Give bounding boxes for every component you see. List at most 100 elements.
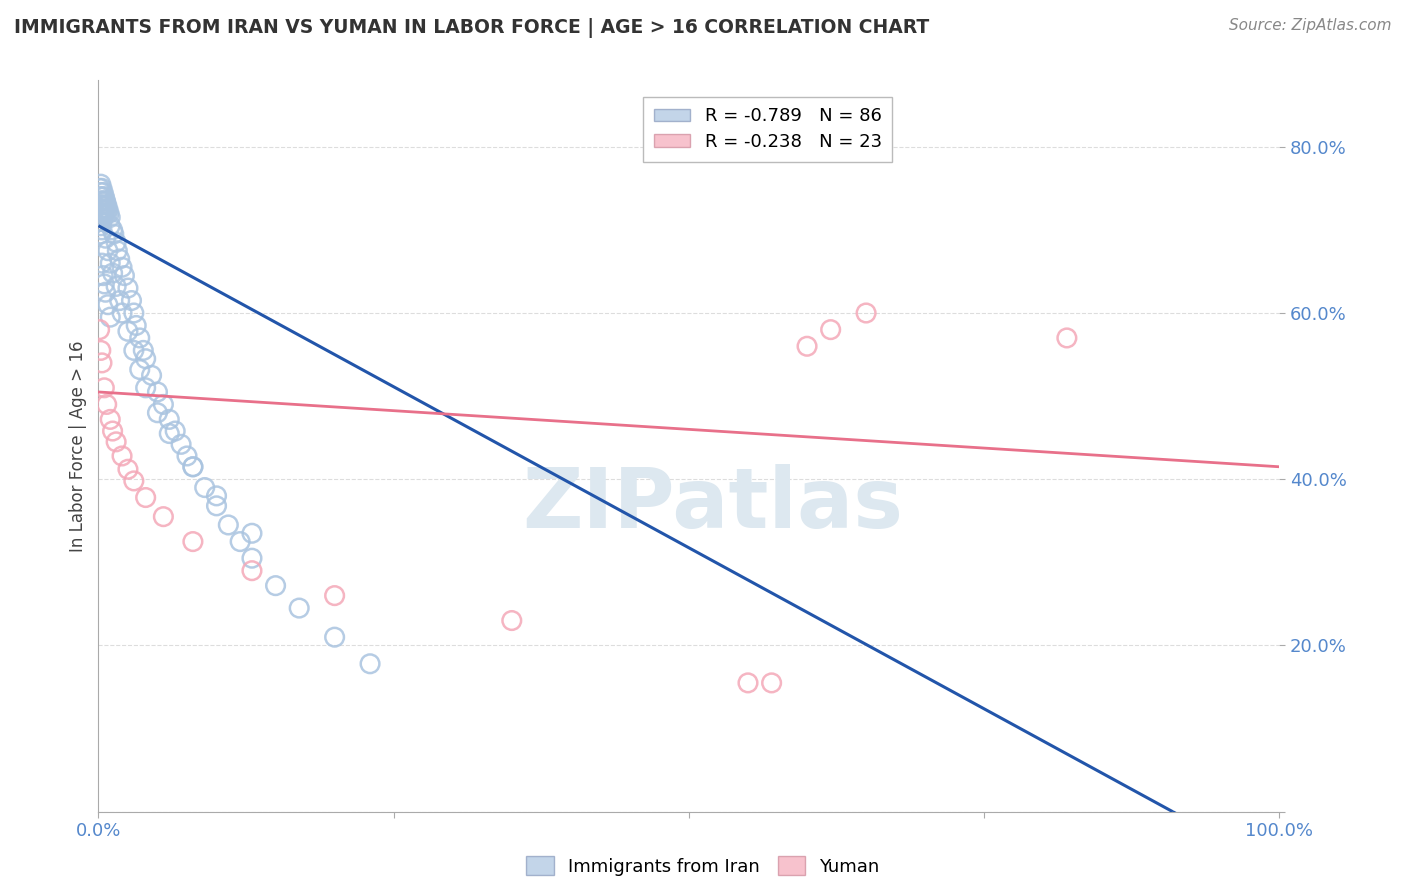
Point <box>98 256 121 270</box>
Point <box>117 462 139 476</box>
Point <box>125 318 148 333</box>
Point <box>98 412 121 426</box>
Point <box>181 459 204 474</box>
Point <box>91 198 114 212</box>
Point <box>91 256 114 270</box>
Point <box>229 534 252 549</box>
Point <box>90 194 112 208</box>
Y-axis label: In Labor Force | Age > 16: In Labor Force | Age > 16 <box>69 340 87 552</box>
Point <box>170 437 193 451</box>
Point <box>98 211 121 225</box>
Point <box>91 223 114 237</box>
Point <box>761 676 783 690</box>
Point <box>90 202 112 216</box>
Point <box>91 211 114 225</box>
Point <box>264 579 287 593</box>
Point <box>112 268 135 283</box>
Point <box>91 202 114 216</box>
Point <box>323 589 346 603</box>
Point <box>288 601 311 615</box>
Point <box>96 397 118 411</box>
Point <box>96 206 118 220</box>
Point <box>98 310 121 325</box>
Point <box>93 189 115 203</box>
Point <box>96 198 118 212</box>
Point <box>105 235 128 250</box>
Point <box>101 223 124 237</box>
Point <box>240 564 263 578</box>
Point <box>121 293 143 308</box>
Point <box>152 509 174 524</box>
Point <box>93 381 115 395</box>
Point <box>117 281 139 295</box>
Point <box>111 449 134 463</box>
Point <box>135 381 157 395</box>
Point <box>97 298 120 312</box>
Point <box>91 206 114 220</box>
Point <box>89 214 111 228</box>
Point <box>111 306 134 320</box>
Point <box>94 285 117 300</box>
Point <box>94 194 117 208</box>
Point <box>93 206 115 220</box>
Point <box>323 630 346 644</box>
Point <box>90 219 112 233</box>
Point <box>146 384 169 399</box>
Point <box>165 424 187 438</box>
Point <box>1056 331 1078 345</box>
Point <box>101 424 124 438</box>
Point <box>181 534 204 549</box>
Point <box>128 362 150 376</box>
Point <box>855 306 877 320</box>
Point <box>89 323 111 337</box>
Legend: Immigrants from Iran, Yuman: Immigrants from Iran, Yuman <box>519 849 887 883</box>
Point <box>240 551 263 566</box>
Point <box>217 518 239 533</box>
Point <box>117 324 139 338</box>
Point <box>111 260 134 275</box>
Point <box>89 181 111 195</box>
Point <box>93 198 115 212</box>
Point <box>122 474 145 488</box>
Point <box>89 198 111 212</box>
Point <box>91 189 114 203</box>
Point <box>737 676 759 690</box>
Point <box>132 343 155 358</box>
Point <box>91 181 114 195</box>
Point <box>98 206 121 220</box>
Point <box>103 227 125 241</box>
Point <box>122 306 145 320</box>
Point <box>796 339 818 353</box>
Point <box>122 343 145 358</box>
Point <box>105 244 128 258</box>
Point <box>90 177 112 191</box>
Point <box>91 194 114 208</box>
Point <box>91 214 114 228</box>
Point <box>135 351 157 366</box>
Point <box>90 227 112 241</box>
Point <box>105 434 128 449</box>
Point <box>90 186 112 200</box>
Point <box>97 202 120 216</box>
Point <box>98 219 121 233</box>
Point <box>205 489 228 503</box>
Point <box>91 268 114 283</box>
Point <box>91 356 114 370</box>
Point <box>820 323 842 337</box>
Point <box>157 426 180 441</box>
Point <box>108 293 131 308</box>
Text: Source: ZipAtlas.com: Source: ZipAtlas.com <box>1229 18 1392 33</box>
Point <box>94 231 117 245</box>
Point <box>101 266 124 280</box>
Point <box>501 614 523 628</box>
Point <box>141 368 163 383</box>
Point <box>93 277 115 291</box>
Point <box>105 279 128 293</box>
Point <box>90 343 112 358</box>
Point <box>97 244 120 258</box>
Point <box>89 189 111 203</box>
Point <box>91 186 114 200</box>
Point <box>194 481 217 495</box>
Text: ZIPatlas: ZIPatlas <box>522 464 903 545</box>
Point <box>146 406 169 420</box>
